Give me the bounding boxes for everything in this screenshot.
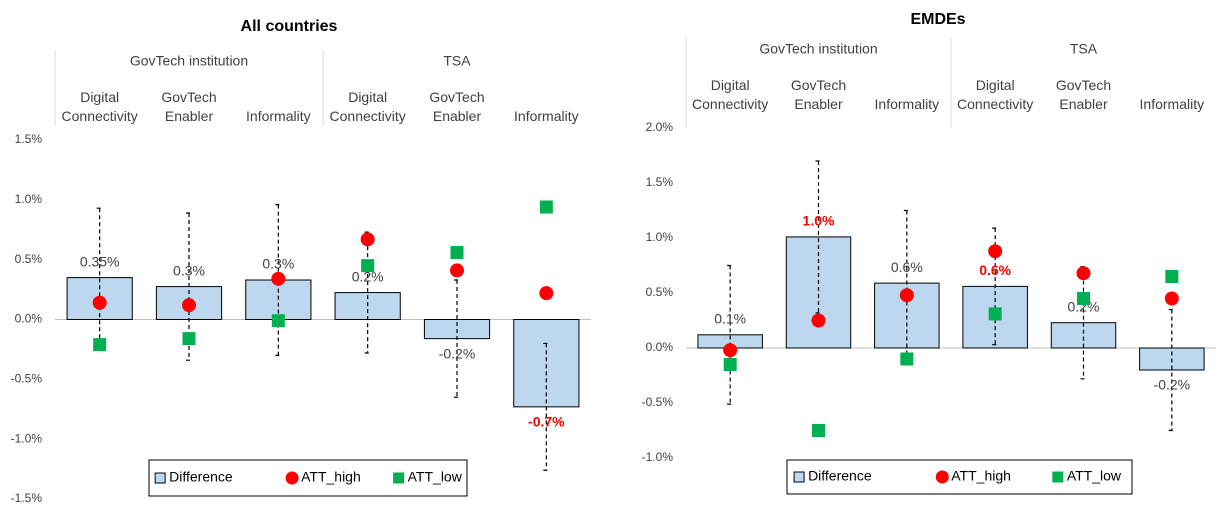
legend-swatch [285, 471, 299, 485]
category-label: GovTech Enabler [161, 89, 217, 124]
legend-swatch [935, 470, 949, 484]
group-label: TSA [1070, 41, 1098, 57]
group-label: TSA [443, 53, 471, 69]
att-high-marker [360, 232, 375, 247]
data-label: 0.35% [80, 253, 120, 269]
error-bar [543, 342, 550, 471]
y-tick-label: 1.0% [15, 192, 43, 206]
att-high-marker [92, 295, 107, 310]
y-tick-label: -0.5% [642, 395, 674, 409]
chart-title: All countries [241, 18, 338, 35]
error-bar [1168, 308, 1175, 432]
error-bar [727, 264, 734, 405]
category-label: GovTech Enabler [429, 89, 485, 124]
category-label: Informality [246, 108, 311, 124]
legend-label: Difference [808, 468, 872, 484]
error-bar [364, 231, 371, 354]
att-low-marker [450, 245, 464, 259]
error-bar [275, 204, 282, 356]
data-label: 0.1% [714, 311, 746, 327]
att-low-marker [539, 200, 553, 214]
error-bar [992, 227, 999, 346]
error-bar [815, 160, 822, 314]
data-label: 0.6% [979, 262, 1011, 278]
data-label: 0.2% [352, 268, 384, 284]
legend-label: ATT_high [301, 469, 361, 485]
att-high-marker [988, 244, 1003, 259]
legend-label: ATT_low [1067, 468, 1122, 484]
legend-swatch [393, 472, 405, 484]
att-low-marker [1165, 270, 1179, 283]
att-low-marker [271, 314, 285, 328]
legend-swatch [1052, 471, 1064, 483]
category-label: Digital Connectivity [957, 77, 1034, 112]
data-label: 1.0% [803, 213, 835, 229]
y-tick-label: -1.5% [11, 491, 43, 505]
legend-label: ATT_high [951, 468, 1011, 484]
y-tick-label: 2.0% [646, 120, 674, 134]
att-high-marker [182, 298, 196, 313]
y-tick-label: 1.5% [15, 132, 43, 146]
att-high-marker [450, 263, 464, 278]
data-label: -0.2% [439, 345, 476, 361]
data-label: -0.2% [1154, 377, 1191, 393]
group-label: GovTech institution [130, 53, 248, 69]
bar [513, 319, 580, 408]
att-high-marker [1164, 291, 1179, 306]
legend-label: ATT_low [408, 469, 463, 485]
legend-box [786, 459, 1133, 495]
y-tick-label: 1.0% [646, 230, 674, 244]
error-bar [454, 279, 460, 398]
y-tick-label: 0.0% [646, 340, 674, 354]
att-high-marker [271, 271, 286, 286]
att-low-marker [93, 338, 107, 352]
att-low-marker [812, 424, 825, 437]
category-label: Digital Connectivity [692, 77, 769, 112]
category-label: Digital Connectivity [329, 89, 406, 124]
legend-label: Difference [169, 469, 233, 485]
y-tick-label: 0.5% [15, 252, 43, 266]
att-high-marker [899, 288, 914, 303]
y-tick-label: -1.0% [11, 431, 43, 445]
chart-title: EMDEs [910, 11, 965, 28]
y-tick-label: 0.5% [646, 285, 674, 299]
att-low-marker [182, 332, 196, 346]
category-label: GovTech Enabler [790, 77, 847, 112]
category-label: Informality [514, 108, 579, 124]
data-label: 0.3% [173, 262, 205, 278]
legend-swatch [793, 471, 805, 483]
att-high-marker [1076, 266, 1091, 281]
att-high-marker [723, 343, 738, 358]
legend-swatch [154, 472, 166, 484]
att-low-marker [361, 259, 375, 273]
y-tick-label: -0.5% [11, 372, 43, 386]
data-label: 0.6% [891, 259, 923, 275]
group-label: GovTech institution [759, 41, 877, 57]
data-label: 0.2% [1068, 298, 1100, 314]
data-label: 0.3% [262, 256, 294, 272]
category-label: GovTech Enabler [1055, 77, 1112, 112]
y-tick-label: 0.0% [15, 312, 43, 326]
category-label: Informality [1139, 96, 1205, 112]
y-tick-label: -1.0% [642, 450, 674, 464]
att-low-marker [723, 358, 737, 371]
att-low-marker [900, 352, 914, 366]
att-low-marker [1077, 292, 1090, 305]
y-tick-label: 1.5% [646, 175, 674, 189]
att-low-marker [988, 307, 1002, 321]
category-label: Digital Connectivity [61, 89, 138, 124]
category-label: Informality [874, 96, 940, 112]
att-high-marker [539, 286, 554, 301]
data-label: -0.7% [528, 414, 565, 430]
att-high-marker [811, 313, 826, 328]
legend-box [148, 459, 468, 497]
